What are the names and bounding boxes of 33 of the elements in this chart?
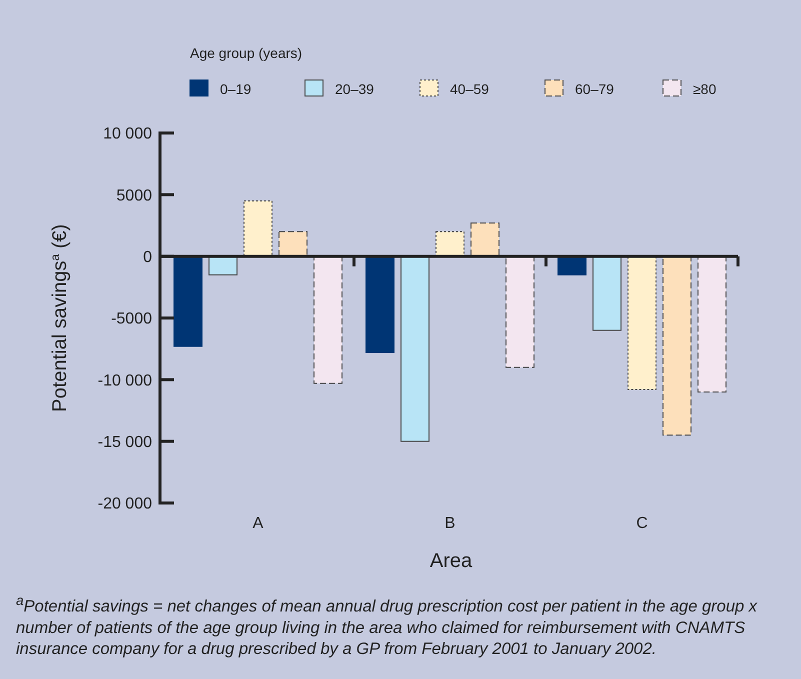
legend-title: Age group (years) [190, 45, 302, 61]
x-tick-label: C [636, 515, 648, 532]
bar [208, 256, 238, 276]
bar [174, 256, 202, 347]
bar [698, 256, 726, 392]
bar [628, 256, 656, 390]
legend-label: 20–39 [335, 81, 374, 97]
bar [436, 231, 464, 257]
y-tick-label: -20 000 [98, 496, 152, 513]
bar [558, 256, 586, 276]
bar [244, 200, 272, 257]
legend-label: 40–59 [450, 81, 490, 97]
x-axis-title: Area [430, 550, 473, 572]
bar [278, 231, 308, 257]
bar [470, 222, 500, 257]
x-tick-label: A [252, 515, 264, 532]
bar [400, 256, 430, 442]
bar [662, 256, 692, 436]
legend-label: 60–79 [575, 81, 614, 97]
y-tick-label: -15 000 [98, 434, 152, 451]
bar [314, 256, 342, 384]
text: $^{a}$Potential savings = net changes of mean annual drug prescription cost per patient in the age group x number of patients of the age group living in the area who claimed for reimbursement with CNAMTS insurance company for a drug prescribed by a GP from February 2001 to January 2002. [16, 592, 758, 660]
y-tick-label: 10 000 [103, 126, 152, 143]
y-tick-label: 5000 [116, 187, 152, 204]
bar [592, 256, 622, 331]
bar [506, 256, 534, 368]
x-tick-label: B [444, 515, 456, 532]
y-tick-label: 0 [143, 248, 152, 266]
y-tick-label: -10 000 [98, 372, 152, 390]
bar [366, 256, 394, 354]
legend-label: 0–19 [220, 81, 252, 97]
legend-label: ≥80 [693, 81, 716, 97]
y-tick-label: -5000 [111, 310, 152, 328]
